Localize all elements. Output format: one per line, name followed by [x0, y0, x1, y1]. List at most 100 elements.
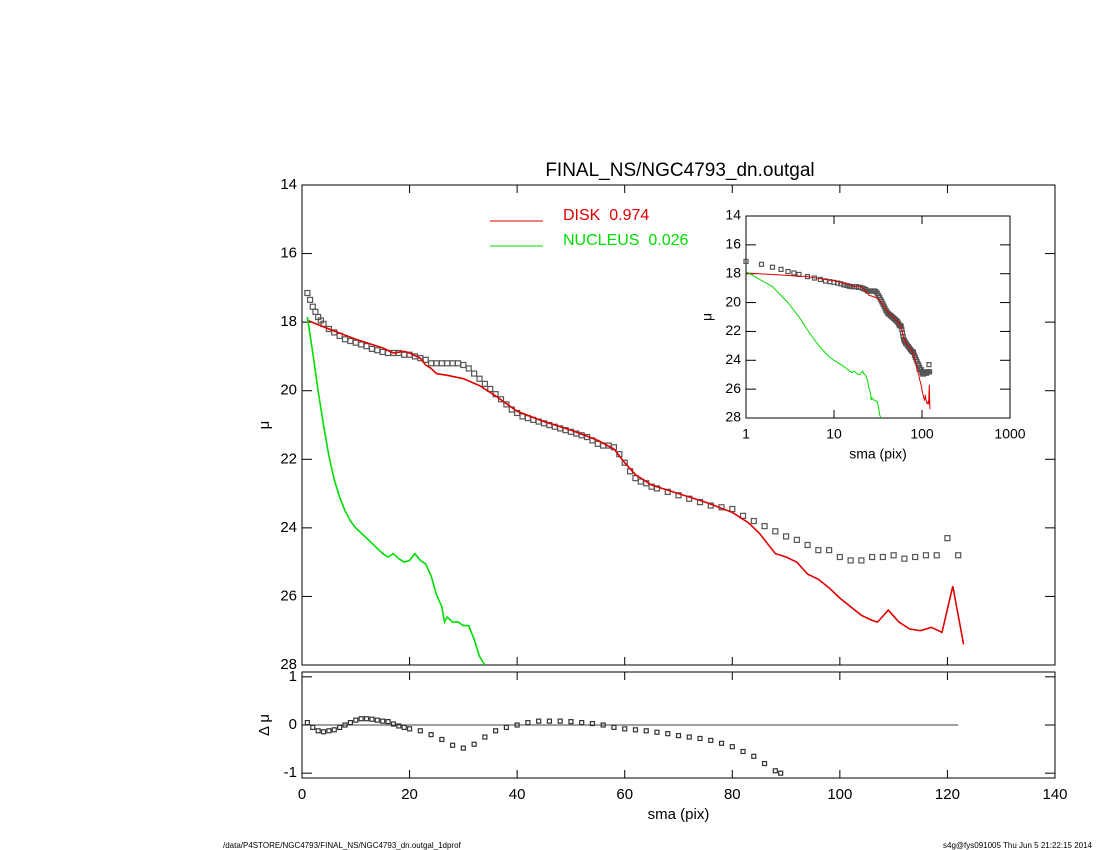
data-point [761, 760, 768, 767]
data-point [955, 552, 962, 559]
data-point [740, 748, 746, 755]
data-point [825, 547, 833, 554]
y-tick-label: 28 [280, 656, 297, 673]
y-tick-label: -1 [284, 764, 297, 781]
x-tick-label: 20 [401, 786, 418, 803]
data-point [791, 270, 797, 276]
x-axis-label: sma (pix) [849, 446, 907, 462]
data-point [390, 721, 397, 727]
y-tick-label: 24 [280, 519, 297, 536]
data-point [401, 724, 407, 731]
data-point [758, 261, 765, 267]
series-line [307, 319, 965, 645]
y-tick-label: 16 [725, 236, 741, 252]
data-point [847, 557, 854, 564]
legend-label: DISK 0.974 [563, 207, 649, 224]
y-tick-label: 1 [289, 668, 297, 685]
data-point [369, 716, 375, 722]
data-point [600, 722, 606, 728]
data-point [320, 729, 327, 735]
x-tick-label: 10 [826, 426, 842, 442]
data-point [751, 753, 757, 759]
y-axis-label: μ [699, 313, 715, 321]
x-axis-label: sma (pix) [648, 806, 710, 823]
plot-frame [301, 184, 1056, 666]
data-point [379, 348, 386, 356]
y-axis-label: μ [256, 421, 273, 430]
y-axis-label: Δ μ [256, 714, 273, 736]
data-point [793, 536, 800, 543]
data-point [363, 716, 370, 722]
data-point [471, 370, 478, 377]
data-point [315, 728, 321, 734]
x-tick-label: 1 [742, 426, 750, 442]
data-point [858, 557, 865, 564]
data-point [368, 345, 376, 352]
y-tick-label: 26 [725, 380, 741, 396]
data-point [708, 737, 714, 744]
data-point [450, 742, 456, 748]
data-point [579, 719, 585, 726]
data-point [890, 552, 897, 559]
data-point [611, 724, 617, 731]
plot-frame [745, 215, 1011, 419]
data-point [309, 303, 316, 310]
data-point [557, 718, 563, 724]
data-point [497, 396, 505, 403]
data-point [325, 325, 332, 333]
y-tick-label: 18 [725, 264, 741, 280]
x-tick-label: 0 [298, 786, 306, 803]
data-point [352, 339, 359, 346]
data-point [331, 727, 337, 733]
data-point [536, 718, 542, 724]
data-point [310, 724, 316, 731]
data-point [901, 555, 908, 562]
data-point [312, 308, 319, 315]
data-point [632, 475, 639, 482]
data-point [358, 341, 365, 348]
data-point [815, 547, 822, 554]
data-point [476, 375, 483, 382]
data-point [482, 734, 488, 740]
data-point [665, 731, 671, 737]
data-point [454, 360, 462, 367]
data-point [337, 724, 343, 731]
data-point [525, 719, 531, 726]
data-point [481, 380, 488, 387]
y-tick-label: 20 [725, 293, 741, 309]
data-point [686, 734, 692, 740]
data-point [772, 528, 779, 535]
data-point [417, 728, 423, 734]
data-point [772, 768, 778, 774]
data-point [750, 517, 757, 525]
x-tick-label: 100 [827, 786, 852, 803]
data-point [769, 264, 776, 270]
data-point [729, 744, 735, 750]
y-tick-label: 24 [725, 351, 741, 367]
data-point [778, 770, 784, 776]
data-point [926, 362, 932, 368]
data-point [743, 258, 749, 265]
data-point [326, 728, 332, 734]
footer-stamp: s4g@fys091005 Thu Jun 5 21:22:15 2014 [943, 841, 1093, 850]
data-point [439, 736, 445, 743]
data-point [697, 735, 703, 742]
data-point [838, 281, 844, 287]
data-point [428, 732, 434, 738]
data-point [433, 360, 440, 367]
data-point [304, 719, 310, 726]
x-tick-label: 140 [1042, 786, 1067, 803]
data-point [374, 717, 380, 723]
data-point [836, 553, 843, 561]
y-tick-label: 14 [280, 176, 297, 193]
data-point [912, 553, 919, 561]
data-point [471, 741, 477, 747]
y-tick-label: 20 [280, 382, 297, 399]
y-tick-label: 0 [289, 716, 297, 733]
data-point [374, 347, 381, 354]
data-point [444, 360, 451, 367]
data-point [347, 337, 354, 345]
data-point [944, 535, 951, 542]
x-tick-label: 1000 [994, 426, 1025, 442]
